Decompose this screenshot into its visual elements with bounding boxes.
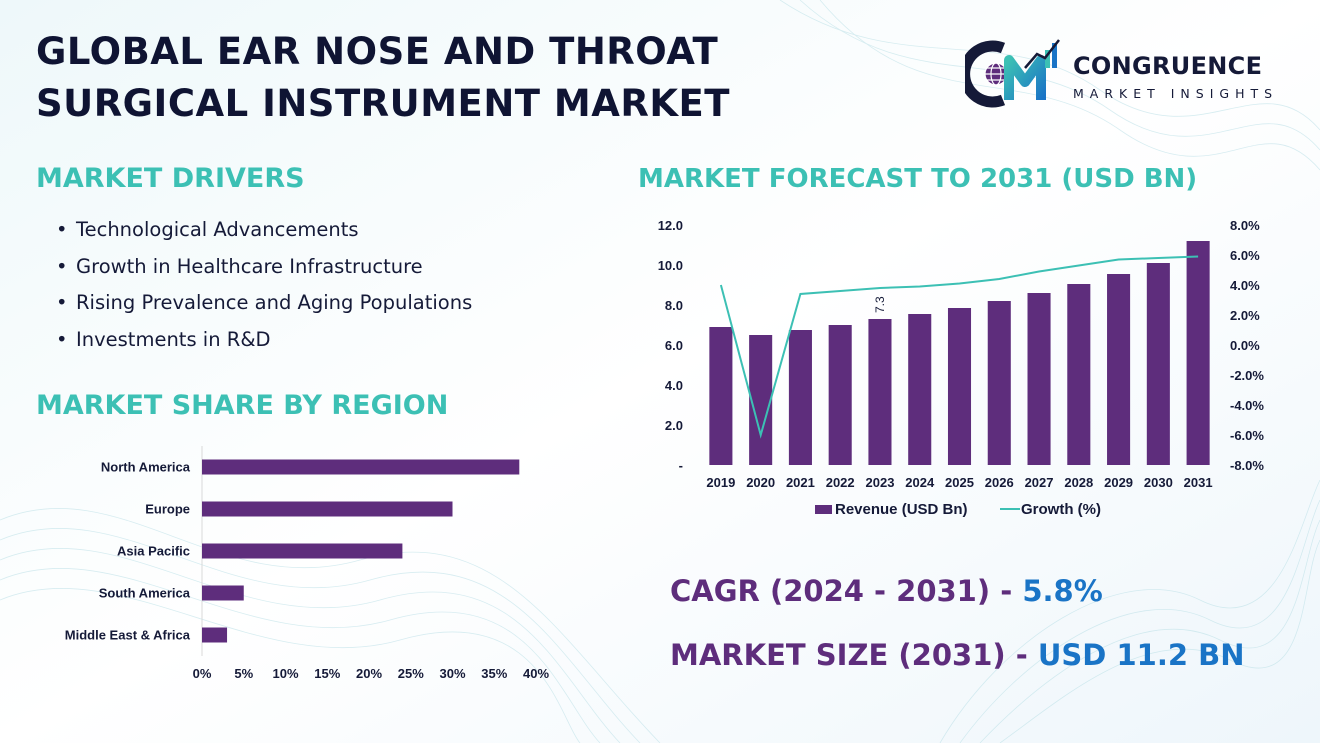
bullet: • [56, 327, 68, 351]
revenue-data-label: 7.3 [873, 296, 887, 313]
legend-revenue-swatch [815, 505, 832, 514]
globe-bar-chart-logo-icon [965, 39, 1060, 108]
region-bar [202, 585, 244, 601]
market-size-label: MARKET SIZE (2031) [670, 638, 1006, 672]
market-drivers-list: • Technological Advancements • Growth in H… [56, 212, 472, 358]
region-category-label: Middle East & Africa [65, 628, 191, 643]
market-size-separator: - [1005, 638, 1038, 672]
forecast-right-tick-label: -4.0% [1230, 398, 1264, 413]
legend-growth-label: Growth (%) [1021, 501, 1101, 518]
region-bar [202, 501, 453, 517]
page-title: GLOBAL EAR NOSE AND THROAT SURGICAL INST… [36, 30, 731, 125]
forecast-left-tick-label: 8.0 [665, 298, 683, 313]
bullet: • [56, 254, 68, 278]
region-x-tick-label: 20% [356, 666, 382, 681]
region-category-label: South America [99, 586, 191, 601]
logo-tagline: MARKET INSIGHTS [1073, 86, 1279, 101]
revenue-bar [987, 301, 1011, 465]
cagr-separator: - [990, 574, 1023, 608]
forecast-x-tick-label: 2023 [866, 475, 895, 490]
revenue-bar [749, 335, 773, 465]
cagr-stat: CAGR (2024 - 2031) - 5.8% [670, 574, 1103, 608]
forecast-right-tick-label: -8.0% [1230, 458, 1264, 473]
region-bar [202, 543, 403, 559]
forecast-x-tick-label: 2027 [1025, 475, 1054, 490]
market-drivers-heading: MARKET DRIVERS [36, 163, 305, 194]
revenue-bar [868, 319, 892, 465]
forecast-left-tick-label: - [679, 458, 683, 473]
bullet: • [56, 291, 68, 314]
cagr-label: CAGR (2024 - 2031) [670, 574, 991, 608]
driver-text: Rising Prevalence and Aging Populations [76, 291, 473, 314]
forecast-right-tick-label: 2.0% [1230, 308, 1260, 323]
forecast-left-tick-label: 10.0 [658, 258, 683, 273]
forecast-x-tick-label: 2025 [945, 475, 974, 490]
region-x-tick-label: 15% [314, 666, 340, 681]
legend-revenue-label: Revenue (USD Bn) [835, 501, 968, 518]
region-x-tick-label: 0% [193, 666, 212, 681]
revenue-bar [908, 314, 932, 465]
forecast-x-tick-label: 2021 [786, 475, 815, 490]
list-item: • Growth in Healthcare Infrastructure [56, 249, 472, 286]
region-x-tick-label: 35% [481, 666, 507, 681]
revenue-bar [947, 308, 972, 465]
forecast-right-tick-label: 4.0% [1230, 278, 1260, 293]
growth-line [719, 255, 1199, 439]
cagr-value: 5.8% [1022, 574, 1103, 608]
forecast-x-tick-label: 2022 [826, 475, 855, 490]
region-category-label: Europe [145, 502, 190, 517]
forecast-right-tick-label: 6.0% [1230, 248, 1260, 263]
revenue-bar [1107, 274, 1131, 465]
forecast-left-tick-label: 2.0 [665, 418, 683, 433]
market-size-value: USD 11.2 BN [1037, 638, 1245, 672]
bullet: • [56, 218, 68, 241]
logo-name: CONGRUENCE [1073, 52, 1263, 80]
list-item: • Investments in R&D [56, 322, 472, 359]
forecast-x-tick-label: 2019 [706, 475, 735, 490]
region-x-tick-label: 10% [272, 666, 298, 681]
revenue-bar [788, 330, 812, 465]
market-forecast-heading: MARKET FORECAST TO 2031 (USD BN) [638, 164, 1198, 194]
revenue-bar [1146, 263, 1170, 465]
market-share-region-heading: MARKET SHARE BY REGION [36, 390, 449, 421]
revenue-bar [1186, 241, 1210, 465]
forecast-right-tick-label: -2.0% [1230, 368, 1264, 383]
region-category-label: North America [101, 460, 191, 475]
forecast-x-tick-label: 2030 [1144, 475, 1173, 490]
forecast-x-tick-label: 2028 [1064, 475, 1093, 490]
forecast-x-tick-label: 2031 [1184, 475, 1213, 490]
forecast-left-tick-label: 12.0 [658, 218, 683, 233]
forecast-x-tick-label: 2024 [905, 475, 935, 490]
region-x-tick-label: 5% [234, 666, 253, 681]
driver-text: Technological Advancements [76, 218, 359, 241]
region-x-tick-label: 30% [439, 666, 465, 681]
forecast-x-tick-label: 2026 [985, 475, 1014, 490]
forecast-right-tick-label: 0.0% [1230, 338, 1260, 353]
driver-text: Investments in R&D [76, 327, 271, 351]
revenue-bar [1067, 284, 1091, 465]
driver-text: Growth in Healthcare Infrastructure [76, 254, 423, 278]
forecast-left-tick-label: 4.0 [665, 378, 683, 393]
revenue-bar [1027, 293, 1051, 465]
list-item: • Rising Prevalence and Aging Populations [56, 285, 472, 322]
revenue-bar [709, 327, 733, 465]
revenue-bar [828, 325, 852, 465]
region-x-tick-label: 25% [398, 666, 424, 681]
region-category-label: Asia Pacific [117, 544, 190, 559]
forecast-left-tick-label: 6.0 [665, 338, 683, 353]
region-bar [202, 627, 228, 643]
brand-logo: CONGRUENCE MARKET INSIGHTS [965, 38, 1285, 108]
region-x-tick-label: 40% [523, 666, 549, 681]
market-size-stat: MARKET SIZE (2031) - USD 11.2 BN [670, 638, 1244, 672]
forecast-x-tick-label: 2029 [1104, 475, 1133, 490]
forecast-x-tick-label: 2020 [746, 475, 775, 490]
forecast-right-tick-label: -6.0% [1230, 428, 1264, 443]
forecast-right-tick-label: 8.0% [1230, 218, 1260, 233]
list-item: • Technological Advancements [56, 212, 472, 249]
region-bar [202, 459, 520, 475]
